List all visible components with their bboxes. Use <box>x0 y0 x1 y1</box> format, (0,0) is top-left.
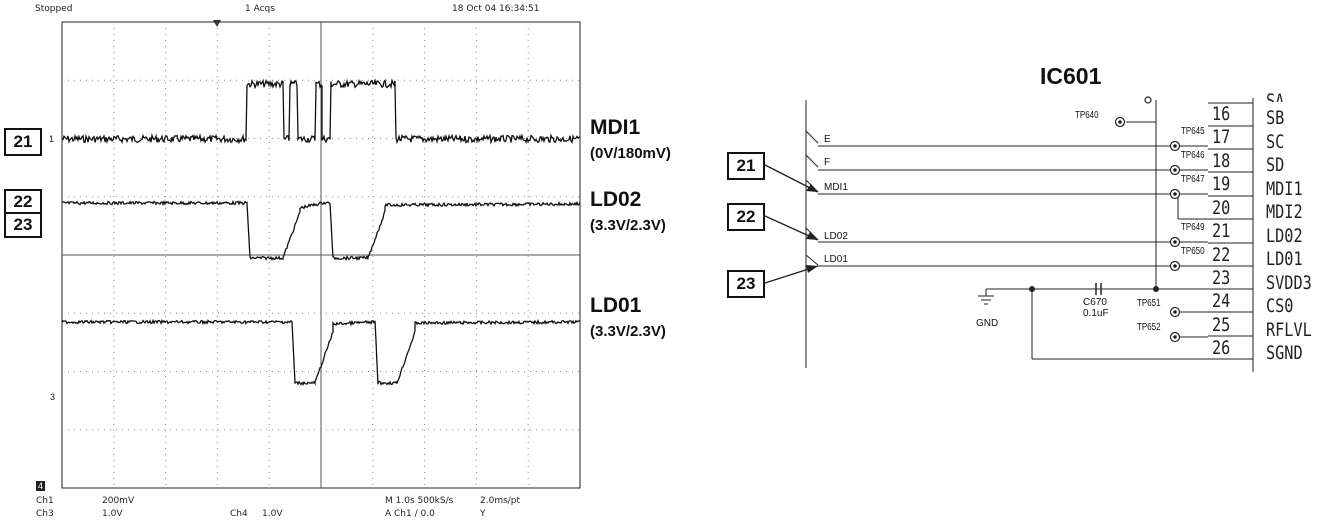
ch3-scale: 1.0V <box>102 509 123 519</box>
ch3-marker: 3 <box>50 392 56 402</box>
pin-name-partial: SA <box>1266 90 1285 102</box>
pin-name: SD <box>1266 154 1285 176</box>
sample-interval: 2.0ms/pt <box>480 496 521 506</box>
net-label-ld02: LD02 <box>824 231 848 242</box>
oscilloscope-panel: Stopped 1 Acqs 18 Oct 04 16:34:51 1 3 4 … <box>0 0 590 526</box>
ch4-scale: 1.0V <box>262 509 283 519</box>
graticule-grid <box>62 22 580 488</box>
signal-levels-ld01: (3.3V/2.3V) <box>590 323 666 340</box>
scope-status: Stopped <box>35 4 73 14</box>
net-label-gnd: GND <box>976 318 999 329</box>
ld02-trace <box>61 199 581 261</box>
signal-name-mdi1: MDI1 <box>590 116 641 139</box>
ic-title: IC601 <box>1040 63 1102 89</box>
ch1-scale: 200mV <box>102 496 135 506</box>
pin-number: 25 <box>1212 314 1231 336</box>
tp-label: TP650 <box>1181 246 1205 257</box>
waveform-traces <box>61 78 581 386</box>
scope-screen <box>61 20 581 489</box>
trigger-y: Y <box>480 509 486 519</box>
pin-name: SC <box>1266 131 1285 153</box>
ld01-trace <box>61 318 581 386</box>
pin-name: SB <box>1266 107 1285 129</box>
tp-label: TP640 <box>1075 110 1099 121</box>
ch3-label: Ch3 <box>36 509 54 519</box>
net-label-e: E <box>824 134 831 145</box>
trigger-setting: A Ch1 / 0.0 <box>385 509 435 519</box>
net-label-f: F <box>824 157 831 168</box>
pin-number: 22 <box>1212 244 1231 266</box>
schem-callout-23: 23 <box>727 270 765 298</box>
pin-name: SGND <box>1266 342 1303 364</box>
ch4-marker: 4 <box>36 481 46 491</box>
pin-number: 20 <box>1212 197 1231 219</box>
net-label-mdi1: MDI1 <box>824 182 848 193</box>
callout-23: 23 <box>4 212 42 238</box>
tp-label: TP649 <box>1181 222 1205 233</box>
callout-22: 22 <box>4 189 42 213</box>
scope-date: 18 Oct 04 16:34:51 <box>452 4 540 14</box>
pin-number: 19 <box>1212 173 1231 195</box>
pin-number: 16 <box>1212 103 1231 125</box>
pin-number: 18 <box>1212 150 1231 172</box>
pin-number: 26 <box>1212 337 1231 359</box>
pin-name: MDI1 <box>1266 178 1303 200</box>
timebase: M 1.0s 500kS/s <box>385 496 454 506</box>
tp-label: TP645 <box>1181 126 1205 137</box>
signal-name-ld01: LD01 <box>590 294 642 317</box>
pin-number: 23 <box>1212 267 1231 289</box>
callout-21: 21 <box>4 128 42 156</box>
tp-label: TP647 <box>1181 174 1205 185</box>
signal-levels-mdi1: (0V/180mV) <box>590 145 671 162</box>
pin-name: CS0 <box>1266 295 1294 317</box>
net-label-ld01: LD01 <box>824 254 848 265</box>
ch1-marker: 1 <box>49 134 55 144</box>
pin-name: SVDD3 <box>1266 272 1312 294</box>
scope-acq-rate: 1 Acqs <box>245 4 275 14</box>
pin-number: 21 <box>1212 220 1231 242</box>
capacitor-value: 0.1uF <box>1083 308 1109 319</box>
signal-levels-ld02: (3.3V/2.3V) <box>590 217 666 234</box>
ch1-label: Ch1 <box>36 496 54 506</box>
pin-name: LD01 <box>1266 248 1303 270</box>
pin-number: 24 <box>1212 290 1231 312</box>
trigger-position-marker <box>213 20 221 27</box>
mdi1-trace <box>61 78 581 145</box>
tp-label: TP651 <box>1137 298 1161 309</box>
pin-name: RFLVL <box>1266 319 1312 341</box>
pin-number: 17 <box>1212 126 1231 148</box>
pin-name: LD02 <box>1266 225 1303 247</box>
schem-callout-21: 21 <box>727 152 765 180</box>
tp-label: TP646 <box>1181 150 1205 161</box>
signal-name-ld02: LD02 <box>590 188 642 211</box>
tp-label: TP652 <box>1137 322 1161 333</box>
ch4-label: Ch4 <box>230 509 248 519</box>
capacitor-ref: C670 <box>1083 297 1107 308</box>
schem-callout-22: 22 <box>727 203 765 231</box>
pin-name: MDI2 <box>1266 201 1303 223</box>
